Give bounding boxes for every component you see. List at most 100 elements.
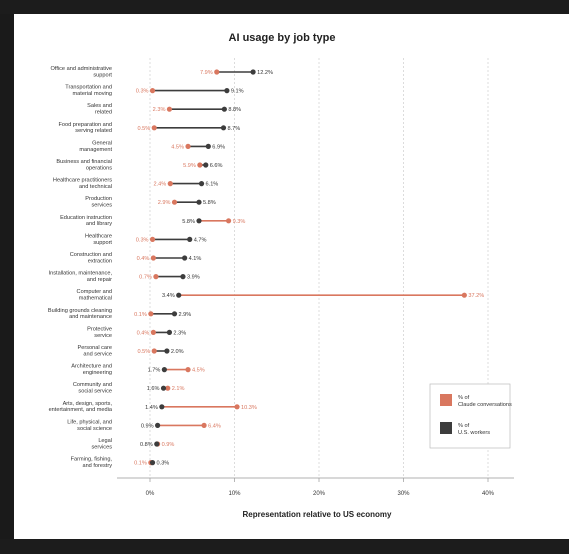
workers-point	[196, 218, 201, 223]
workers-point	[161, 386, 166, 391]
dumbbell-row: Food preparation and serving related 0.5% 8…	[59, 122, 241, 134]
category-label-line: Building grounds cleaning	[48, 308, 112, 314]
claude-value-label: 37.2%	[468, 293, 484, 299]
chart-panel: AI usage by job type 0% 10% 20% 30% 40% Offi…	[14, 14, 569, 539]
category-label-line: and forestry	[82, 463, 112, 469]
workers-point	[199, 181, 204, 186]
workers-value-label: 1.7%	[148, 368, 161, 374]
workers-value-label: 3.4%	[162, 293, 175, 299]
category-label-line: Construction and	[70, 252, 112, 258]
claude-point	[152, 348, 157, 353]
category-label-line: mathematical	[79, 296, 112, 302]
dumbbell-row: Personal care and service 0.5% 2.0%	[77, 345, 183, 357]
category-label-line: Food preparation and	[59, 122, 113, 128]
category-label: Sales and related	[87, 103, 112, 115]
workers-point	[155, 423, 160, 428]
category-label: Office and administrative support	[51, 66, 113, 78]
category-label-line: Healthcare	[85, 233, 112, 239]
claude-point	[168, 181, 173, 186]
category-label: General management	[79, 140, 112, 152]
claude-value-label: 0.1%	[134, 312, 147, 318]
claude-point	[234, 404, 239, 409]
workers-value-label: 4.1%	[189, 256, 202, 262]
claude-point	[152, 125, 157, 130]
x-tick-label: 10%	[228, 491, 241, 497]
claude-point	[148, 311, 153, 316]
claude-value-label: 0.7%	[139, 275, 152, 281]
dumbbell-row: Protective service 0.4% 2.3%	[87, 326, 186, 338]
category-label-line: related	[95, 110, 112, 116]
claude-point	[197, 162, 202, 167]
claude-value-label: 2.1%	[172, 386, 185, 392]
category-label: Installation, maintenance, and repair	[49, 271, 113, 283]
claude-value-label: 0.9%	[162, 442, 175, 448]
dumbbell-row: Farming, fishing, and forestry 0.1% 0.3%	[71, 457, 170, 469]
x-tick-label: 40%	[482, 491, 495, 497]
x-tick-label: 30%	[397, 491, 410, 497]
category-label-line: Installation, maintenance,	[49, 271, 113, 277]
workers-point	[222, 107, 227, 112]
claude-point	[153, 274, 158, 279]
dumbbell-row: Sales and related 2.3% 8.8%	[87, 103, 241, 115]
workers-value-label: 6.6%	[210, 163, 223, 169]
workers-value-label: 2.3%	[173, 330, 186, 336]
workers-value-label: 8.8%	[228, 107, 241, 113]
workers-point	[150, 460, 155, 465]
workers-point	[180, 274, 185, 279]
dumbbell-row: Business and financial operations 5.9% 6.6%	[56, 159, 222, 171]
workers-value-label: 6.9%	[212, 144, 225, 150]
workers-point	[224, 88, 229, 93]
workers-value-label: 5.8%	[182, 219, 195, 225]
workers-value-label: 6.1%	[206, 182, 219, 188]
dumbbell-row: Architecture and engineering 4.5%1.7%	[71, 364, 205, 376]
category-label-line: operations	[86, 165, 112, 171]
category-label-line: Arts, design, sports,	[63, 401, 113, 407]
claude-value-label: 5.9%	[183, 163, 196, 169]
claude-value-label: 0.1%	[134, 461, 147, 467]
bottom-bar	[0, 539, 569, 554]
workers-point	[159, 404, 164, 409]
category-label: Education instruction and library	[60, 215, 112, 227]
x-tick-label: 20%	[313, 491, 326, 497]
dumbbell-row: Life, physical, and social science 6.4% 0.9…	[67, 419, 221, 431]
dumbbell-row: General management 4.5% 6.9%	[79, 140, 225, 152]
workers-point	[172, 311, 177, 316]
claude-point	[167, 107, 172, 112]
data-rows: Office and administrative support 7.9% 12.2…	[48, 66, 484, 469]
category-label-line: serving related	[75, 128, 112, 134]
workers-value-label: 0.9%	[141, 423, 154, 429]
category-label-line: support	[93, 240, 112, 246]
claude-value-label: 0.5%	[137, 126, 150, 132]
category-label: Life, physical, and social science	[67, 419, 112, 431]
category-label: Building grounds cleaning and maintenance	[48, 308, 112, 320]
claude-value-label: 9.3%	[233, 219, 246, 225]
category-label-line: Farming, fishing,	[71, 457, 113, 463]
workers-value-label: 5.8%	[203, 200, 216, 206]
claude-point	[226, 218, 231, 223]
workers-value-label: 0.8%	[140, 442, 153, 448]
category-label: Legal services	[91, 438, 112, 450]
dumbbell-row: Education instruction and library 9.3% 5.8%	[60, 215, 245, 227]
claude-value-label: 4.5%	[171, 144, 184, 150]
category-label-line: services	[91, 444, 112, 450]
workers-point	[164, 348, 169, 353]
claude-value-label: 2.3%	[153, 107, 166, 113]
workers-point	[154, 441, 159, 446]
dumbbell-row: Legal services 0.9% 0.8%	[91, 438, 174, 450]
top-bar	[0, 0, 569, 14]
claude-point	[151, 255, 156, 260]
dumbbell-row: Construction and extraction 0.4% 4.1%	[70, 252, 202, 264]
category-label-line: support	[93, 72, 112, 78]
category-label: Business and financial operations	[56, 159, 112, 171]
legend-box	[430, 384, 510, 448]
workers-value-label: 0.3%	[157, 461, 170, 467]
workers-value-label: 4.7%	[194, 237, 207, 243]
workers-value-label: 2.0%	[171, 349, 184, 355]
dumbbell-row: Production services 2.9% 5.8%	[85, 196, 216, 208]
claude-point	[185, 144, 190, 149]
dumbbell-row: Arts, design, sports, entertainment, and …	[49, 401, 257, 413]
workers-point	[203, 162, 208, 167]
category-label-line: service	[94, 333, 112, 339]
category-label-line: Transportation and	[65, 85, 112, 91]
category-label-line: and repair	[87, 277, 112, 283]
